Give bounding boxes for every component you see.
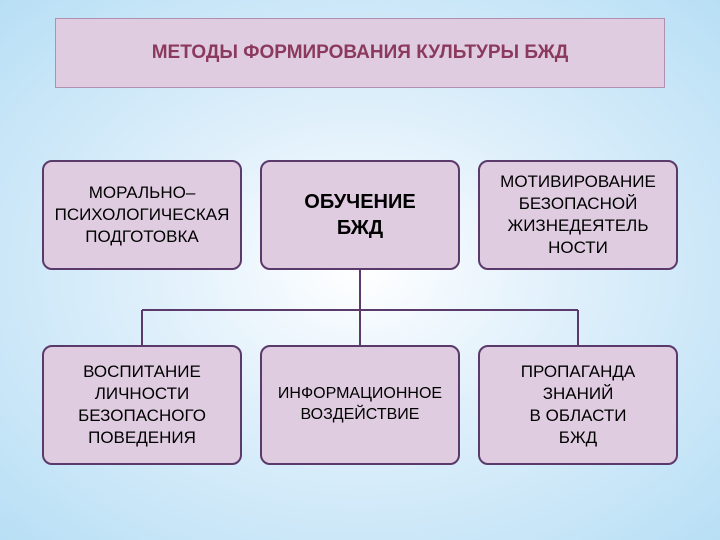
box-bottom-mid: ИНФОРМАЦИОННОЕВОЗДЕЙСТВИЕ xyxy=(260,345,460,465)
box-label: МОРАЛЬНО–ПСИХОЛОГИЧЕСКАЯПОДГОТОВКА xyxy=(55,182,230,248)
diagram-title: МЕТОДЫ ФОРМИРОВАНИЯ КУЛЬТУРЫ БЖД xyxy=(55,18,665,88)
box-label: ИНФОРМАЦИОННОЕВОЗДЕЙСТВИЕ xyxy=(278,384,442,426)
box-bottom-right: ПРОПАГАНДАЗНАНИЙВ ОБЛАСТИБЖД xyxy=(478,345,678,465)
box-top-left: МОРАЛЬНО–ПСИХОЛОГИЧЕСКАЯПОДГОТОВКА xyxy=(42,160,242,270)
box-bottom-left: ВОСПИТАНИЕЛИЧНОСТИБЕЗОПАСНОГОПОВЕДЕНИЯ xyxy=(42,345,242,465)
box-label: ПРОПАГАНДАЗНАНИЙВ ОБЛАСТИБЖД xyxy=(521,361,636,449)
box-top-right: МОТИВИРОВАНИЕБЕЗОПАСНОЙЖИЗНЕДЕЯТЕЛЬНОСТИ xyxy=(478,160,678,270)
box-label: ОБУЧЕНИЕБЖД xyxy=(304,189,415,241)
box-label: МОТИВИРОВАНИЕБЕЗОПАСНОЙЖИЗНЕДЕЯТЕЛЬНОСТИ xyxy=(500,171,656,259)
box-center-top: ОБУЧЕНИЕБЖД xyxy=(260,160,460,270)
box-label: ВОСПИТАНИЕЛИЧНОСТИБЕЗОПАСНОГОПОВЕДЕНИЯ xyxy=(78,361,206,449)
